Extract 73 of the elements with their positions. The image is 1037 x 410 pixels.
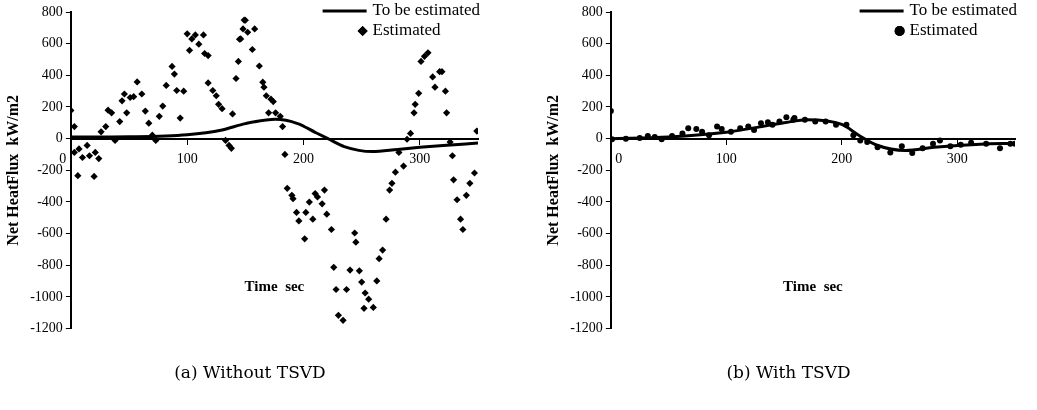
- y-tick-label: 600: [581, 35, 603, 51]
- point: [957, 141, 964, 148]
- point: [909, 150, 916, 157]
- point: [812, 118, 819, 125]
- point: [769, 121, 776, 128]
- point: [919, 145, 926, 152]
- y-tick-label: 600: [41, 35, 63, 51]
- text: (a) Without TSVD: [173, 362, 327, 382]
- text: (b) With TSVD: [725, 362, 852, 382]
- point: [693, 125, 700, 132]
- y-tick-label: -800: [577, 256, 603, 272]
- y-tick-label: -200: [577, 161, 603, 177]
- y-tick-label: -600: [577, 225, 603, 241]
- point: [874, 144, 881, 151]
- y-tick-label: -800: [37, 256, 63, 272]
- y-tick-label: 200: [41, 98, 63, 114]
- point: [930, 140, 937, 147]
- y-tick-label: -400: [577, 193, 603, 209]
- x-axis-title: Time sec: [244, 278, 305, 295]
- point: [983, 140, 990, 147]
- x-tick-label: 300: [946, 151, 968, 167]
- point: [718, 125, 725, 132]
- y-tick-label: 400: [581, 66, 603, 82]
- x-tick-label: 100: [715, 151, 737, 167]
- point: [801, 116, 808, 123]
- point: [850, 132, 857, 139]
- point: [764, 119, 771, 126]
- legend-label: Estimated: [372, 20, 442, 40]
- point: [864, 139, 871, 146]
- point: [947, 143, 954, 150]
- point: [898, 143, 905, 150]
- y-tick-label: 200: [581, 98, 603, 114]
- x-tick-label: 300: [409, 151, 431, 167]
- point: [737, 125, 744, 132]
- point: [727, 128, 734, 135]
- y-tick-label: 400: [41, 66, 63, 82]
- y-tick-label: -1000: [30, 288, 63, 304]
- legend-label: To be estimated: [909, 0, 1018, 20]
- point: [833, 121, 840, 128]
- x-tick-label: 200: [293, 151, 315, 167]
- point: [822, 118, 829, 125]
- y-tick-label: 800: [41, 3, 63, 19]
- y-tick-label: -1000: [570, 288, 603, 304]
- legend-label: Estimated: [909, 20, 979, 40]
- y-axis-title: Net HeatFlux kW/m2: [3, 94, 21, 246]
- point: [706, 132, 713, 139]
- point: [776, 118, 783, 125]
- legend-label: To be estimated: [372, 0, 481, 20]
- y-tick-label: -400: [37, 193, 63, 209]
- point: [783, 114, 790, 121]
- y-tick-label: 0: [55, 130, 63, 146]
- point: [843, 121, 850, 128]
- x-axis-title: Time sec: [783, 278, 844, 295]
- point: [936, 137, 943, 144]
- y-tick-label: -1200: [30, 320, 63, 336]
- x-tick-label: 100: [176, 151, 198, 167]
- point: [887, 149, 894, 156]
- y-axis-title: Net HeatFlux kW/m2: [543, 94, 561, 246]
- y-tick-label: 800: [581, 3, 603, 19]
- point: [857, 137, 864, 144]
- point: [685, 125, 692, 132]
- point: [622, 135, 629, 142]
- point: [751, 127, 758, 134]
- point: [757, 120, 764, 127]
- y-tick-label: 0: [595, 130, 603, 146]
- x-tick-label: 200: [831, 151, 853, 167]
- point: [996, 145, 1003, 152]
- point: [714, 123, 721, 130]
- point: [636, 135, 643, 142]
- y-tick-label: -600: [37, 225, 63, 241]
- point: [699, 128, 706, 135]
- x-tick-label: 0: [615, 151, 623, 167]
- y-tick-label: -1200: [570, 320, 603, 336]
